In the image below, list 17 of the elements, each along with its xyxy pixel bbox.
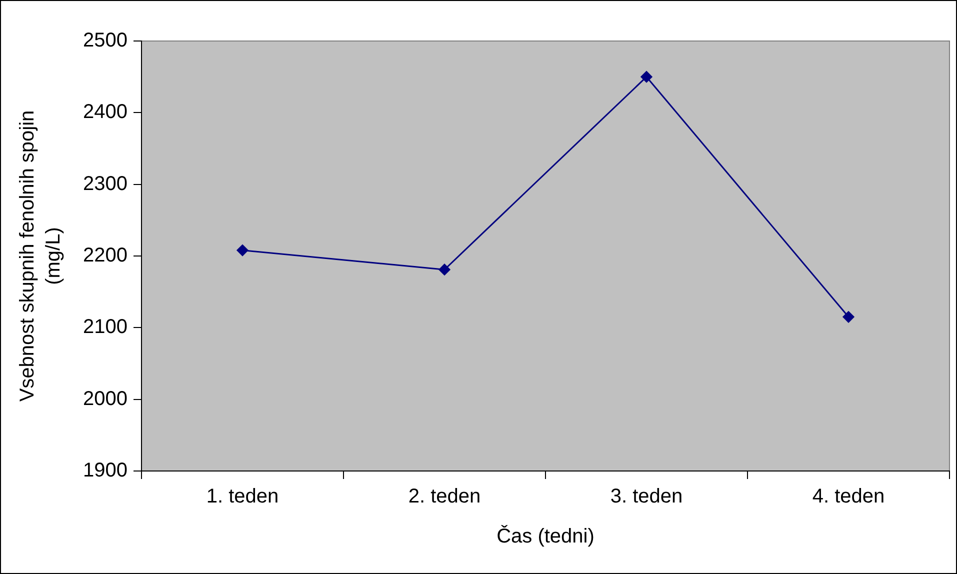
y-tick-label: 2000 [82,388,128,410]
y-tick-label: 2200 [82,244,128,267]
x-tick-label: 1. teden [206,486,279,508]
point [842,311,854,323]
x-tick-label: 3. teden [610,486,683,508]
point [640,71,652,83]
x-tick-label: 2. teden [408,486,481,508]
y-axis-title: Vsebnost skupnih fenolnih spojin (mg/L) [16,110,65,402]
y-tick-label: 1900 [82,460,128,482]
x-tick-label: 4. teden [812,486,885,508]
y-tick-label: 2400 [82,101,128,124]
y-tick-label: 2300 [82,172,128,195]
y-tick-label: 2100 [82,316,128,338]
point [438,264,450,276]
y-tick-label: 2500 [82,30,128,52]
x-axis-title: Čas (tedni) [496,524,594,548]
point [236,244,248,256]
